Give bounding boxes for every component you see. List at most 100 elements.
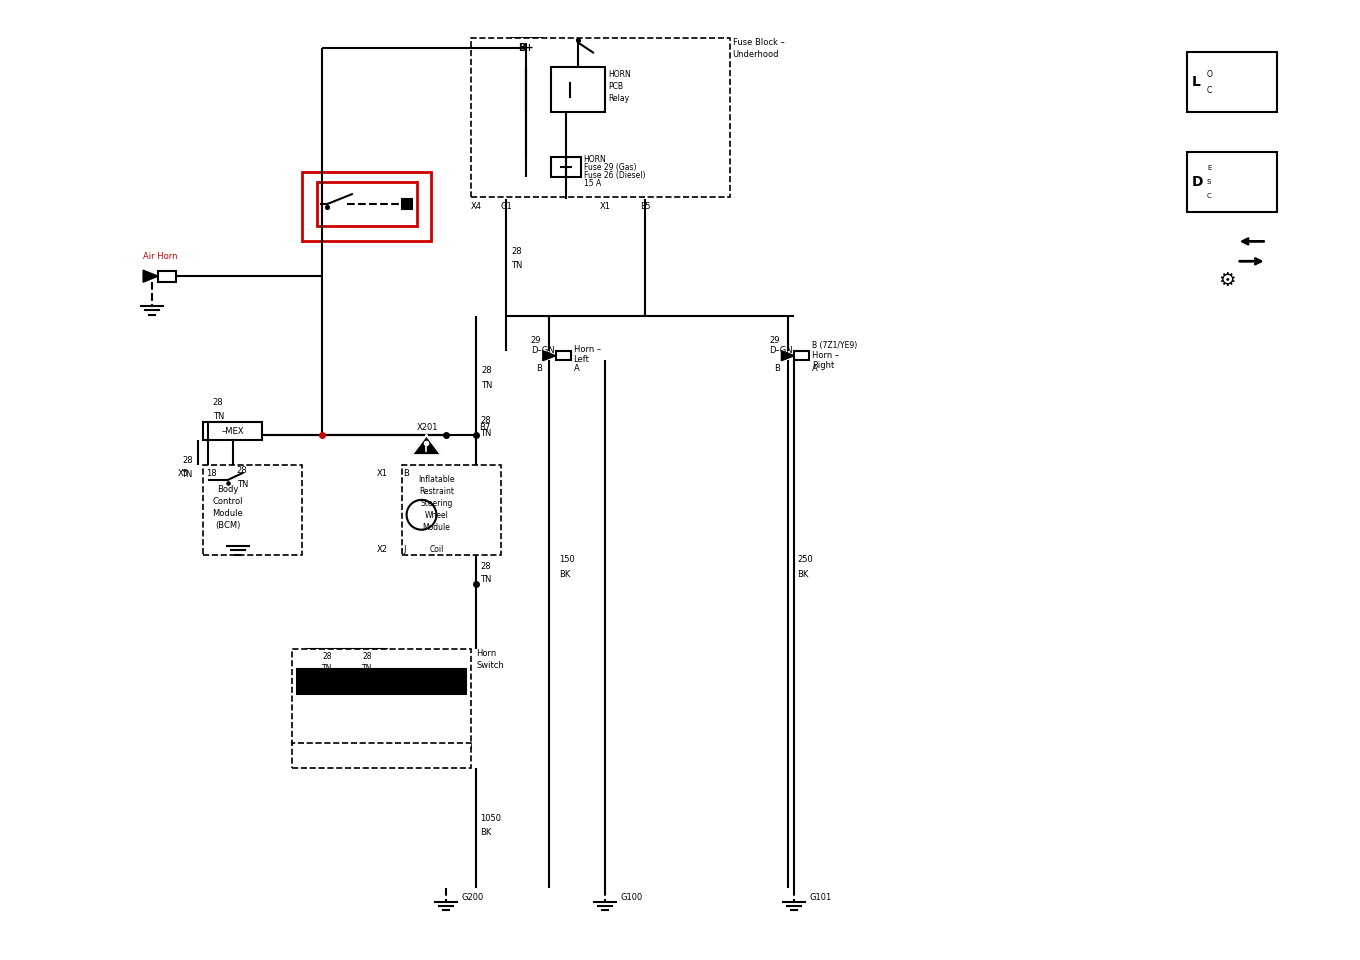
Text: Steering: Steering — [420, 499, 453, 509]
Bar — [401, 199, 412, 209]
Text: L: L — [1191, 75, 1201, 89]
Text: Control: Control — [212, 497, 243, 506]
Text: Horn –: Horn – — [574, 346, 601, 354]
Text: X5: X5 — [178, 468, 189, 477]
Bar — [292, 743, 471, 768]
Text: O: O — [1206, 70, 1213, 79]
Text: C: C — [1206, 193, 1212, 199]
Text: 28: 28 — [212, 398, 223, 407]
Text: Right: Right — [812, 361, 835, 371]
Text: B7: B7 — [479, 422, 491, 432]
Text: 29: 29 — [770, 336, 781, 346]
Text: B: B — [404, 468, 409, 477]
Text: Left: Left — [574, 355, 589, 364]
Text: G101: G101 — [809, 893, 831, 902]
Polygon shape — [782, 350, 794, 361]
Text: 29: 29 — [530, 336, 541, 346]
Text: Air Horn: Air Horn — [143, 252, 178, 261]
Text: X201: X201 — [416, 422, 438, 432]
Text: Fuse Block –: Fuse Block – — [733, 38, 785, 47]
Text: –MEX: –MEX — [222, 427, 243, 436]
Text: Coil: Coil — [430, 545, 443, 554]
Text: PCB: PCB — [608, 83, 623, 91]
Bar — [158, 271, 175, 281]
Text: Module: Module — [212, 510, 243, 518]
Text: TN: TN — [181, 469, 193, 478]
Text: G100: G100 — [620, 893, 642, 902]
Bar — [556, 351, 571, 360]
Bar — [511, 37, 541, 58]
Bar — [307, 649, 347, 679]
Text: J: J — [404, 545, 407, 554]
Text: 28: 28 — [362, 653, 371, 661]
Text: 15 A: 15 A — [583, 180, 601, 188]
Text: E: E — [1206, 165, 1212, 171]
Text: TN: TN — [481, 381, 492, 390]
Text: Underhood: Underhood — [733, 50, 779, 59]
Bar — [551, 67, 605, 112]
Text: TN: TN — [480, 429, 491, 438]
Text: TN: TN — [362, 664, 373, 673]
Text: Horn: Horn — [476, 650, 496, 659]
Text: Fuse 26 (Diesel): Fuse 26 (Diesel) — [583, 171, 645, 180]
Text: Module: Module — [423, 523, 450, 532]
Text: D–GN: D–GN — [770, 347, 793, 355]
Text: X2: X2 — [377, 545, 388, 554]
Text: A: A — [812, 364, 817, 373]
Text: Switch: Switch — [476, 661, 505, 670]
Text: B+: B+ — [518, 42, 533, 53]
Bar — [317, 181, 416, 227]
Text: Body: Body — [218, 486, 238, 494]
Bar — [1187, 53, 1277, 112]
Text: TN: TN — [480, 575, 491, 584]
Text: X4: X4 — [471, 203, 481, 211]
Text: TN: TN — [212, 412, 224, 420]
Text: 28: 28 — [481, 366, 492, 375]
Text: TN: TN — [322, 664, 332, 673]
Polygon shape — [412, 435, 442, 455]
Text: A: A — [574, 364, 579, 373]
Text: Restraint: Restraint — [419, 488, 454, 496]
Bar — [203, 422, 262, 441]
Polygon shape — [556, 83, 570, 97]
Bar — [401, 465, 500, 555]
Text: B (7Z1/YE9): B (7Z1/YE9) — [812, 342, 858, 350]
Text: 28: 28 — [182, 456, 193, 465]
Text: 28: 28 — [237, 466, 248, 474]
Text: G1: G1 — [500, 203, 511, 211]
Text: E5: E5 — [641, 203, 650, 211]
Bar — [794, 351, 809, 360]
Text: X1: X1 — [600, 203, 611, 211]
Bar — [203, 465, 302, 555]
Text: D–GN: D–GN — [530, 347, 555, 355]
Text: 1050: 1050 — [480, 813, 502, 823]
Text: 250: 250 — [797, 555, 813, 564]
Text: G200: G200 — [461, 893, 484, 902]
Text: 18: 18 — [205, 468, 216, 477]
Text: S: S — [1206, 179, 1212, 184]
Text: Relay: Relay — [608, 94, 630, 104]
Bar — [347, 649, 386, 679]
Text: BK: BK — [559, 570, 570, 579]
Text: Fuse 29 (Gas): Fuse 29 (Gas) — [583, 163, 636, 172]
Polygon shape — [543, 350, 556, 361]
Bar — [1187, 152, 1277, 211]
Bar — [551, 156, 581, 177]
Text: TN: TN — [511, 261, 522, 270]
Text: BK: BK — [797, 570, 809, 579]
Text: Wheel: Wheel — [424, 512, 449, 520]
Text: BK: BK — [480, 828, 491, 837]
Text: B: B — [536, 364, 541, 373]
Bar — [302, 172, 431, 241]
Text: D: D — [1191, 175, 1204, 189]
Text: Inflatable: Inflatable — [418, 475, 454, 485]
Text: Horn –: Horn – — [812, 351, 839, 360]
Text: B: B — [774, 364, 781, 373]
Bar — [471, 37, 730, 197]
Text: 28: 28 — [322, 653, 332, 661]
Text: HORN: HORN — [583, 156, 607, 164]
Text: C: C — [1206, 85, 1212, 95]
Bar — [298, 669, 466, 694]
Text: HORN: HORN — [608, 70, 631, 80]
Text: 28: 28 — [480, 416, 491, 425]
